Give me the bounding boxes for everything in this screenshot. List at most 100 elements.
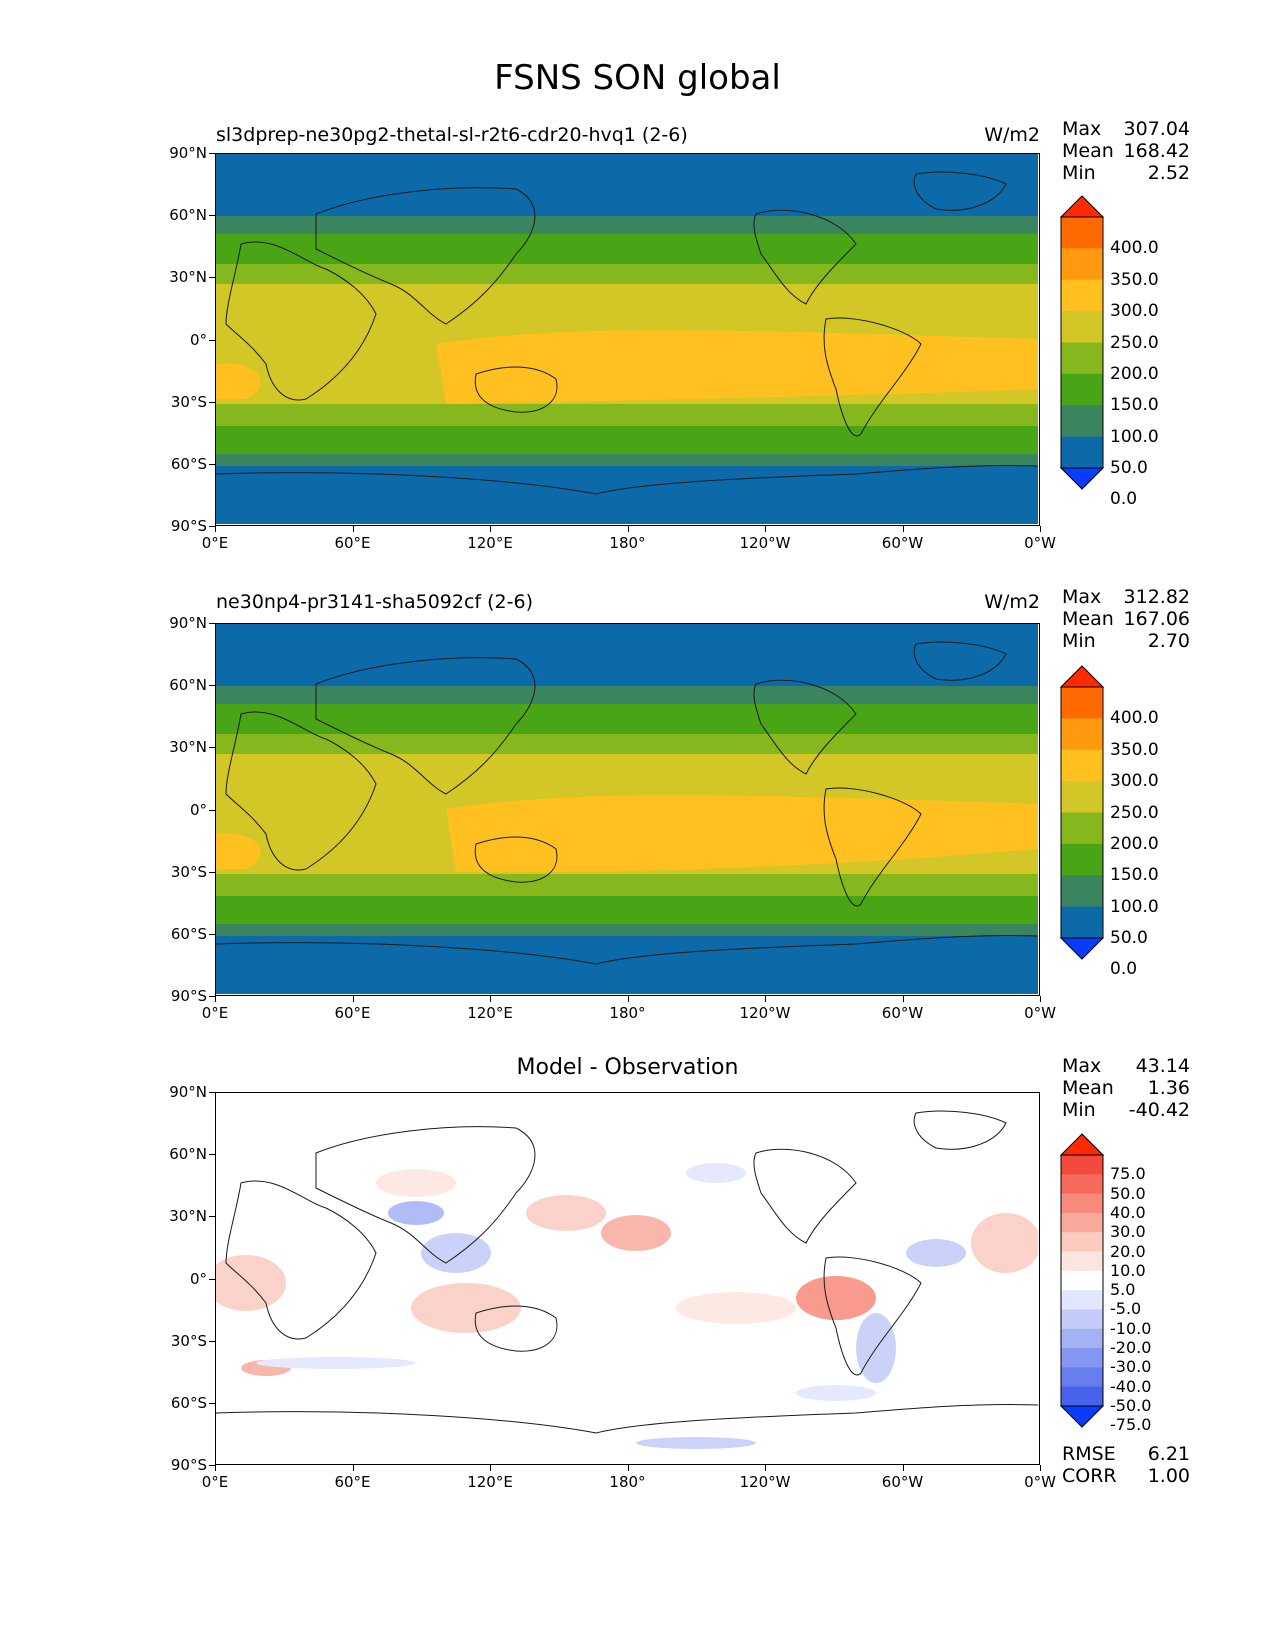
- coastline: [753, 209, 857, 305]
- panel2-max-label: Max: [1062, 586, 1102, 608]
- colorbar-level-label: -10.0: [1110, 1318, 1152, 1338]
- lat-tick-mark: [209, 809, 215, 811]
- lat-tick-mark: [209, 401, 215, 403]
- coastline: [823, 317, 922, 437]
- lon-tick-label: 120°W: [739, 534, 791, 552]
- lat-tick-mark: [209, 1216, 215, 1218]
- panel1-max-value: 307.04: [1123, 118, 1190, 140]
- lon-tick-label: 60°W: [881, 1004, 924, 1022]
- lon-tick-mark: [490, 1465, 491, 1471]
- panel3-rmse-value: 6.21: [1147, 1443, 1190, 1465]
- lon-tick-mark: [352, 1465, 354, 1471]
- coastline: [216, 1404, 1038, 1434]
- lat-tick-label: 30°S: [170, 1331, 207, 1350]
- lat-tick-mark: [209, 277, 215, 279]
- panel1-map: [215, 153, 1040, 526]
- coastline: [216, 935, 1038, 965]
- colorbar-level-label: -20.0: [1110, 1338, 1152, 1358]
- colorbar-segment: [1061, 1232, 1103, 1253]
- coastline: [823, 1256, 922, 1376]
- panel1-min-value: 2.52: [1147, 162, 1190, 184]
- lon-tick-mark: [765, 996, 766, 1002]
- lat-tick-label: 30°S: [170, 862, 207, 881]
- colorbar-segment: [1061, 1270, 1103, 1291]
- lon-tick-mark: [765, 1465, 766, 1471]
- colorbar-level-label: 30.0: [1110, 1222, 1146, 1242]
- colorbar-level-label: 400.0: [1110, 238, 1159, 259]
- colorbar-extend-min: [1059, 937, 1105, 960]
- lon-tick-mark: [352, 996, 354, 1002]
- lon-tick-mark: [215, 526, 216, 532]
- lat-tick-label: 60°N: [169, 206, 207, 225]
- colorbar-segment: [1061, 718, 1103, 751]
- panel1-units: W/m2: [984, 124, 1040, 146]
- lon-tick-mark: [627, 526, 629, 532]
- colorbar-extend-min: [1059, 1405, 1105, 1428]
- lon-tick-label: 60°W: [881, 534, 924, 552]
- colorbar-segment: [1061, 1193, 1103, 1214]
- colorbar-extend-min: [1059, 467, 1105, 490]
- colorbar-level-label: -50.0: [1110, 1396, 1152, 1415]
- colorbar-level-label: 250.0: [1110, 802, 1159, 823]
- panel2-max-value: 312.82: [1123, 586, 1190, 608]
- coastline: [913, 171, 1007, 211]
- colorbar-segment: [1061, 405, 1103, 438]
- colorbar-level-label: 300.0: [1110, 301, 1159, 322]
- colorbar-segment: [1061, 1386, 1103, 1407]
- colorbar-level-label: 250.0: [1110, 332, 1159, 353]
- lon-tick-label: 120°W: [739, 1473, 791, 1491]
- lon-tick-mark: [902, 526, 904, 532]
- coastline: [315, 1126, 536, 1264]
- colorbar-segment: [1061, 373, 1103, 406]
- lat-tick-label: 60°S: [170, 1393, 207, 1412]
- colorbar-level-label: 50.0: [1110, 458, 1148, 478]
- lon-tick-mark: [490, 526, 491, 532]
- colorbar-extend-max: [1059, 665, 1105, 688]
- lon-tick-label: 120°W: [739, 1004, 791, 1022]
- colorbar-segment: [1061, 875, 1103, 908]
- coastline: [315, 657, 536, 795]
- coastline: [225, 711, 377, 871]
- colorbar-segment: [1061, 1290, 1103, 1310]
- lat-tick-mark: [209, 215, 215, 217]
- lon-tick-mark: [352, 526, 354, 532]
- panel1-colorbar: [1059, 195, 1105, 490]
- lon-tick-mark: [765, 526, 766, 532]
- panel2-mean-value: 167.06: [1123, 608, 1190, 630]
- lat-tick-mark: [209, 1402, 215, 1404]
- colorbar-extend-max: [1059, 1133, 1105, 1156]
- lat-tick-label: 30°S: [170, 392, 207, 411]
- colorbar-segment: [1061, 248, 1103, 281]
- colorbar-level-label: 0.0: [1110, 489, 1138, 510]
- lon-tick-label: 0°W: [1024, 534, 1056, 552]
- lat-tick-mark: [209, 1465, 215, 1466]
- colorbar-level-label: 50.0: [1110, 1183, 1146, 1203]
- panel2-mean-label: Mean: [1062, 608, 1114, 630]
- colorbar-level-label: 200.0: [1110, 363, 1159, 384]
- lon-tick-label: 60°E: [334, 1473, 371, 1491]
- coastline: [474, 836, 558, 883]
- coastline: [474, 366, 558, 413]
- coastline: [225, 241, 377, 401]
- lat-tick-mark: [209, 1340, 215, 1342]
- colorbar-level-label: 200.0: [1110, 833, 1159, 854]
- panel1-min-label: Min: [1062, 162, 1096, 184]
- panel2-map: [215, 623, 1040, 996]
- colorbar-level-label: 350.0: [1110, 269, 1159, 290]
- panel3-corr-label: CORR: [1062, 1465, 1117, 1487]
- colorbar-segment: [1061, 279, 1103, 312]
- panel1-mean-label: Mean: [1062, 140, 1114, 162]
- lon-tick-label: 120°E: [467, 1473, 513, 1491]
- coastline: [315, 187, 536, 325]
- lon-tick-label: 180°: [609, 1004, 646, 1022]
- panel3-colorbar: [1059, 1133, 1105, 1428]
- colorbar-level-label: 100.0: [1110, 896, 1159, 917]
- lat-tick-label: 30°N: [169, 268, 207, 287]
- lon-tick-mark: [1040, 1465, 1041, 1471]
- lon-tick-label: 120°E: [467, 534, 513, 552]
- panel3-max-value: 43.14: [1135, 1055, 1190, 1077]
- colorbar-segment: [1061, 749, 1103, 782]
- colorbar-frame: [1060, 216, 1104, 469]
- coastline: [753, 1148, 857, 1244]
- colorbar-segment: [1061, 812, 1103, 845]
